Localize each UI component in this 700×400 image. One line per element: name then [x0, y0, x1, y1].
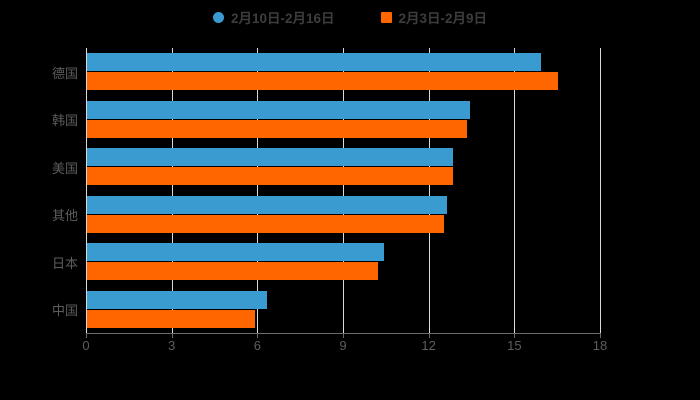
bar-group — [87, 100, 601, 138]
x-axis-tick-label-6: 6 — [253, 338, 261, 353]
bar[interactable] — [87, 309, 256, 328]
gridline-x-18 — [600, 48, 601, 333]
bar-group — [87, 53, 601, 91]
chart-legend: 2月10日-2月16日 2月3日-2月9日 — [0, 0, 700, 34]
bar[interactable] — [87, 167, 453, 186]
legend-circle-marker-icon — [212, 11, 224, 23]
plot-area — [86, 48, 601, 333]
gridline-x-9 — [343, 48, 344, 333]
x-axis-tick-6 — [257, 333, 259, 338]
bar[interactable] — [87, 290, 267, 309]
legend-entry-series-1[interactable]: 2月3日-2月9日 — [380, 7, 488, 27]
x-axis-tick-9 — [343, 333, 344, 338]
bar-group — [87, 290, 601, 328]
y-axis-category-label: 德国 — [51, 65, 78, 81]
bar-group — [87, 195, 601, 233]
x-axis-tick-label-15: 15 — [507, 338, 522, 353]
x-axis-tick-0 — [86, 333, 87, 338]
y-axis-category-label: 中国 — [51, 303, 78, 319]
x-axis-tick-15 — [514, 333, 516, 338]
bar[interactable] — [87, 100, 470, 119]
legend-label-series-1: 2月3日-2月9日 — [398, 11, 488, 26]
bar[interactable] — [87, 53, 542, 72]
y-axis-category-label: 美国 — [51, 160, 78, 176]
y-axis-category-label: 韩国 — [51, 113, 78, 129]
x-axis-tick-3 — [171, 333, 173, 338]
gridline-x-0 — [86, 48, 87, 333]
gridline-x-6 — [257, 48, 259, 333]
bar[interactable] — [87, 214, 444, 233]
bar-group — [87, 148, 601, 186]
legend-label-series-0: 2月10日-2月16日 — [230, 11, 335, 26]
x-axis-tick-label-3: 3 — [168, 338, 176, 353]
x-axis-tick-12 — [428, 333, 430, 338]
y-axis-category-label: 日本 — [51, 255, 78, 271]
x-axis-tick-18 — [600, 333, 601, 338]
bar-group — [87, 243, 601, 281]
gridline-x-12 — [428, 48, 430, 333]
gridline-x-15 — [514, 48, 516, 333]
bar[interactable] — [87, 243, 384, 262]
y-axis-category-label: 其他 — [51, 208, 78, 224]
x-axis-tick-label-9: 9 — [339, 338, 347, 353]
bar[interactable] — [87, 148, 453, 167]
x-axis-tick-label-18: 18 — [592, 338, 608, 353]
bar[interactable] — [87, 262, 379, 281]
x-axis-tick-label-0: 0 — [82, 338, 90, 353]
x-axis-tick-label-12: 12 — [421, 338, 436, 353]
bar[interactable] — [87, 72, 559, 91]
bar[interactable] — [87, 195, 447, 214]
bar[interactable] — [87, 119, 467, 138]
gridline-x-3 — [171, 48, 173, 333]
legend-square-marker-icon — [380, 11, 392, 23]
legend-entry-series-0[interactable]: 2月10日-2月16日 — [212, 7, 335, 27]
